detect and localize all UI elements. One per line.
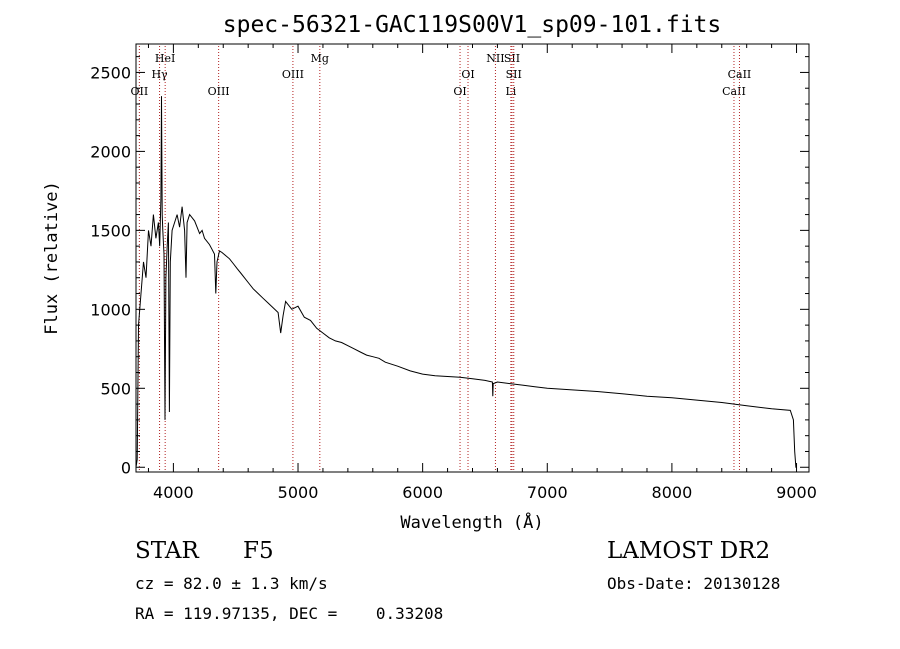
y-tick-label: 2500 xyxy=(90,63,131,82)
redshift-value: cz = 82.0 ± 1.3 km/s xyxy=(135,574,328,593)
plot-frame xyxy=(135,43,810,473)
line-marker-label: Li xyxy=(505,85,516,98)
x-tick-label: 8000 xyxy=(652,483,693,502)
obs-date: Obs-Date: 20130128 xyxy=(607,574,781,593)
y-tick-label: 0 xyxy=(121,458,131,477)
line-marker-label: OI xyxy=(461,68,474,81)
survey-name: LAMOST DR2 xyxy=(607,538,771,564)
line-marker-label: HeI xyxy=(155,52,175,65)
object-subclass: F5 xyxy=(243,538,274,564)
line-marker-label: SII xyxy=(506,68,522,81)
y-tick-label: 2000 xyxy=(90,142,131,161)
x-tick-label: 6000 xyxy=(402,483,443,502)
ra-dec: RA = 119.97135, DEC = 0.33208 xyxy=(135,604,444,623)
spectrum-line xyxy=(135,96,797,468)
y-tick-label: 1500 xyxy=(90,221,131,240)
x-tick-label: 5000 xyxy=(278,483,319,502)
x-tick-label: 7000 xyxy=(527,483,568,502)
line-marker-label: OIII xyxy=(282,68,304,81)
x-axis-label: Wavelength (Å) xyxy=(400,511,543,533)
y-axis-label: Flux (relative) xyxy=(42,181,62,335)
object-class: STAR xyxy=(135,538,199,564)
line-marker-label: SII xyxy=(504,52,520,65)
line-marker-label: CaII xyxy=(728,68,752,81)
axis-ticks: 4000 5000 6000 7000 8000 9000 0 500 1000 1500 2000… xyxy=(90,44,817,502)
chart-title: spec-56321-GAC119S00V1_sp09-101.fits xyxy=(223,12,722,38)
x-tick-label: 4000 xyxy=(153,483,194,502)
x-tick-label: 9000 xyxy=(776,483,817,502)
line-marker-label: OI xyxy=(453,85,466,98)
line-marker-label: Mg xyxy=(311,52,329,65)
line-marker-label: Hγ xyxy=(151,68,168,81)
line-marker-label: OIII xyxy=(208,85,230,98)
y-tick-label: 500 xyxy=(100,379,131,398)
line-marker-label: NII xyxy=(486,52,504,65)
line-marker-label: OII xyxy=(131,85,149,98)
y-tick-label: 1000 xyxy=(90,300,131,319)
line-marker-label: CaII xyxy=(722,85,746,98)
